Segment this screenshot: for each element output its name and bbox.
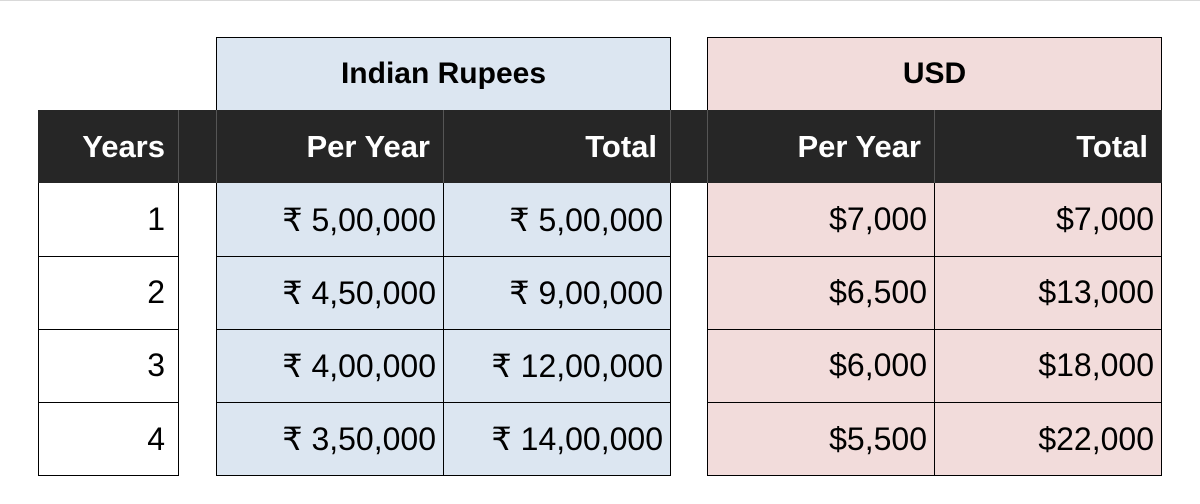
cell-inr-total[interactable]: ₹ 5,00,000 xyxy=(509,201,663,238)
cell-year[interactable]: 2 xyxy=(147,274,165,310)
cell-inr-total[interactable]: ₹ 9,00,000 xyxy=(509,274,663,311)
grid-line xyxy=(38,256,179,257)
grid-line xyxy=(38,402,179,403)
header-separator xyxy=(934,110,935,183)
rupees-group-header: Indian Rupees xyxy=(340,56,547,90)
cell-year[interactable]: 4 xyxy=(147,420,165,457)
cell-usd-total[interactable]: $7,000 xyxy=(1056,201,1154,237)
cell-year[interactable]: 3 xyxy=(147,347,165,383)
header-inr-per-year: Per Year xyxy=(306,128,430,164)
grid-line xyxy=(707,256,1162,257)
header-separator xyxy=(216,110,217,183)
usd-group-header: USD xyxy=(902,56,967,90)
grid-line xyxy=(216,256,671,257)
header-separator xyxy=(670,110,671,183)
cell-usd-per-year[interactable]: $5,500 xyxy=(829,420,927,457)
cell-usd-per-year[interactable]: $7,000 xyxy=(829,201,927,237)
cell-inr-total[interactable]: ₹ 12,00,000 xyxy=(491,347,663,384)
grid-line xyxy=(707,329,1162,330)
header-separator xyxy=(707,110,708,183)
grid-line xyxy=(38,329,179,330)
cell-inr-per-year[interactable]: ₹ 4,00,000 xyxy=(282,347,436,384)
cell-usd-total[interactable]: $22,000 xyxy=(1038,420,1154,457)
header-inr-total: Total xyxy=(585,128,657,164)
header-separator xyxy=(443,110,444,183)
cell-inr-per-year[interactable]: ₹ 5,00,000 xyxy=(282,201,436,238)
cell-inr-per-year[interactable]: ₹ 3,50,000 xyxy=(282,421,436,457)
grid-line xyxy=(216,402,671,403)
cell-inr-total[interactable]: ₹ 14,00,000 xyxy=(491,421,663,457)
cell-usd-total[interactable]: $13,000 xyxy=(1038,274,1154,310)
grid-line xyxy=(707,402,1162,403)
grid-line xyxy=(216,329,671,330)
cell-inr-per-year[interactable]: ₹ 4,50,000 xyxy=(282,274,436,311)
cell-year[interactable]: 1 xyxy=(147,201,165,237)
header-years: Years xyxy=(82,128,165,164)
header-usd-total: Total xyxy=(1076,128,1148,164)
header-usd-per-year: Per Year xyxy=(797,128,921,164)
cell-usd-per-year[interactable]: $6,000 xyxy=(829,347,927,383)
column-header-band xyxy=(38,110,1162,183)
header-separator xyxy=(178,110,179,183)
cell-usd-total[interactable]: $18,000 xyxy=(1038,347,1154,383)
cell-usd-per-year[interactable]: $6,500 xyxy=(829,274,927,310)
